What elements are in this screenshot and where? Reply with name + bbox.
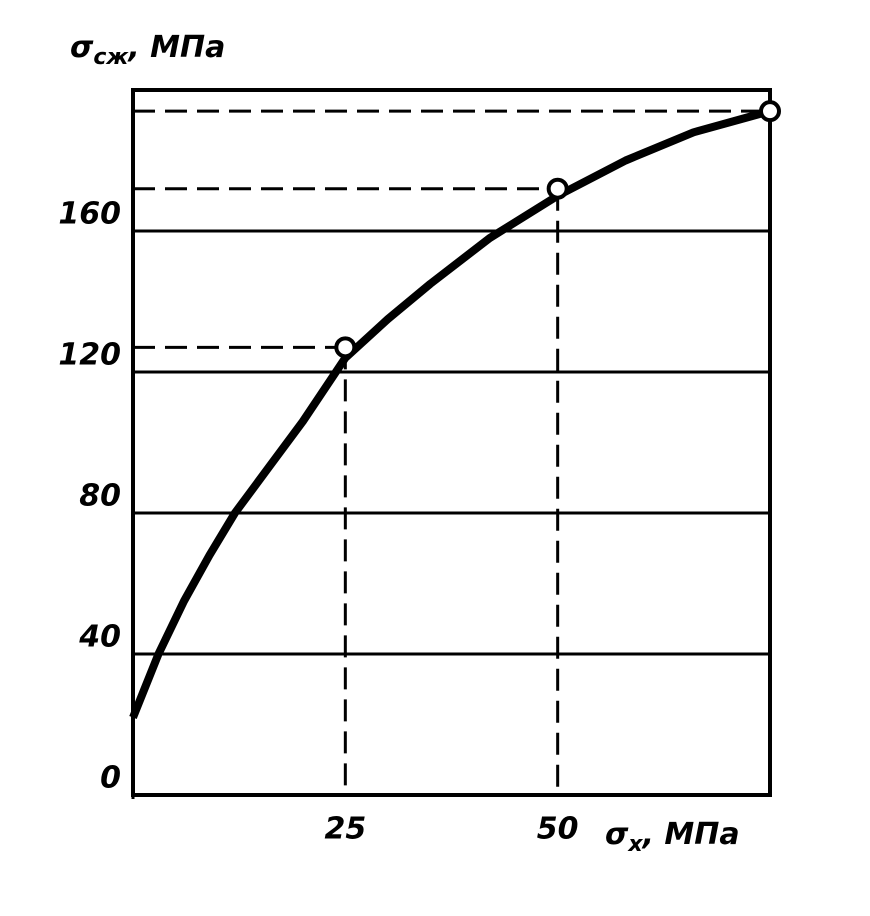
curve	[129, 107, 772, 719]
x-label-symbol: σ	[605, 817, 629, 852]
x-label-unit: , МПа	[641, 817, 740, 852]
x-axis-label: σх, МПа	[605, 817, 740, 858]
y-tick-label: 0	[100, 761, 121, 796]
x-tick-label: 25	[324, 812, 366, 847]
plot-frame	[131, 88, 772, 797]
point	[759, 100, 781, 123]
y-label-unit: , МПа	[126, 30, 225, 65]
y-label-symbol: σ	[70, 30, 94, 65]
y-axis-label: σсж, МПа	[70, 30, 225, 71]
x-tick-label: 50	[537, 812, 579, 847]
x-label-subscript: х	[627, 832, 643, 857]
y-tick-label: 160	[58, 197, 121, 232]
y-tick-label: 80	[79, 479, 121, 514]
point	[334, 336, 357, 359]
y-label-subscript: сж	[93, 45, 129, 70]
point	[546, 177, 569, 200]
y-tick-label: 40	[78, 620, 121, 655]
y-tick-label: 120	[58, 338, 121, 373]
